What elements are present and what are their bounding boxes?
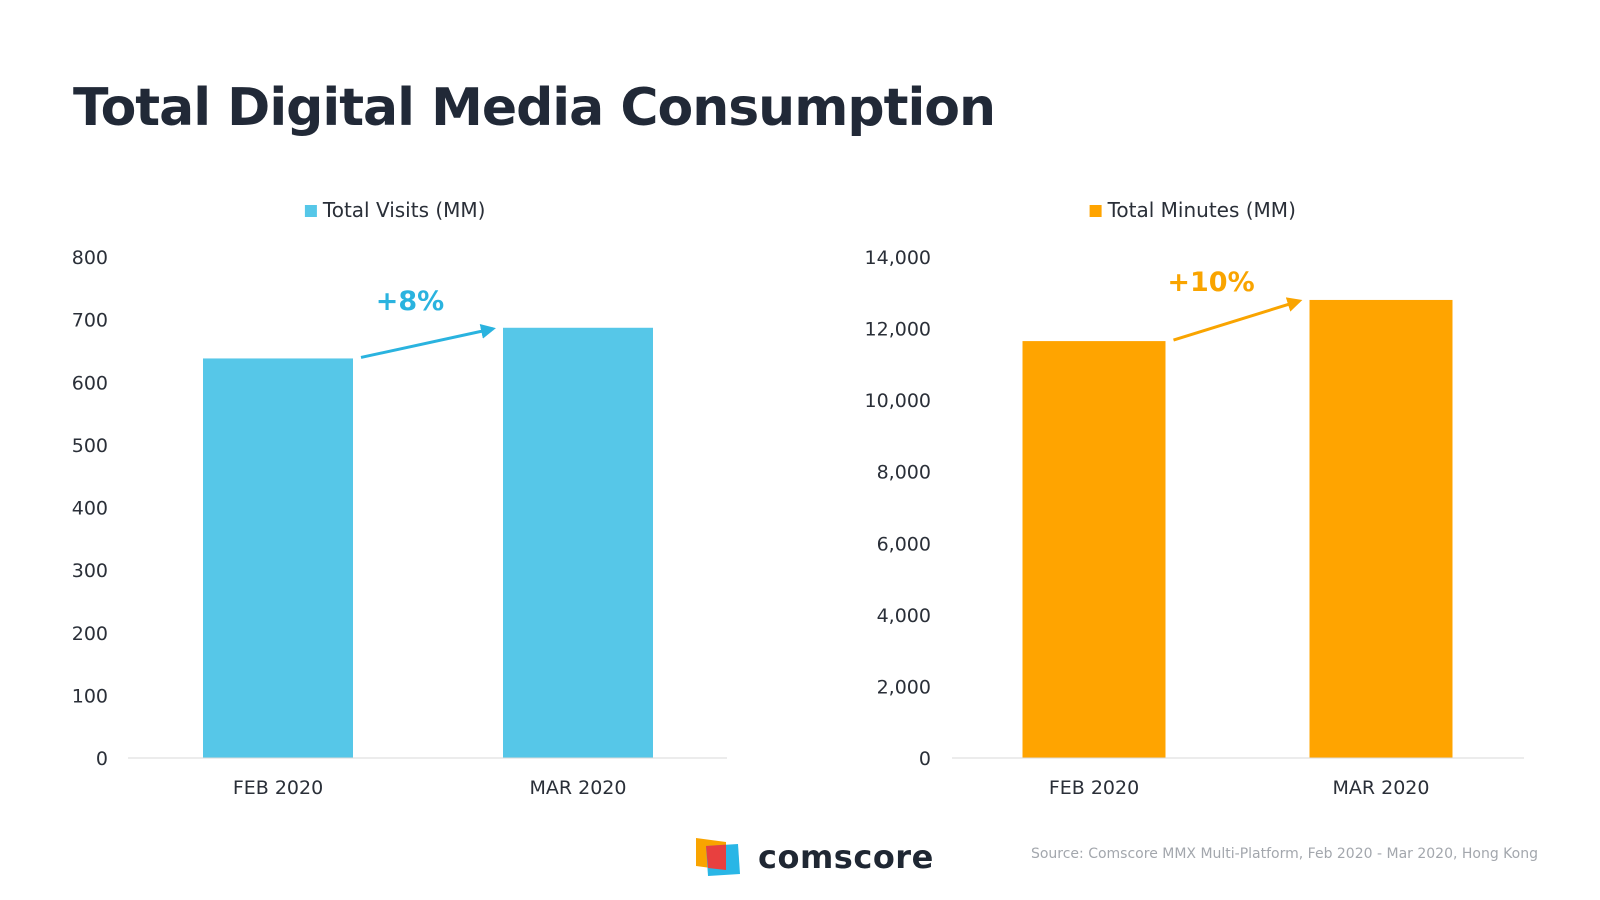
visits-y-tick-label: 100: [72, 685, 108, 707]
visits-y-tick-label: 0: [96, 748, 108, 770]
minutes-change-label: +10%: [1167, 267, 1254, 298]
visits-bar-feb-2020: [203, 358, 353, 758]
minutes-y-tick-label: 10,000: [865, 390, 931, 412]
visits-y-tick-label: 600: [72, 372, 108, 394]
minutes-legend-label: Total Minutes (MM): [1107, 198, 1296, 222]
visits-x-tick-label: MAR 2020: [530, 777, 627, 799]
minutes-growth-arrow: [1173, 297, 1303, 342]
minutes-x-tick-label: MAR 2020: [1333, 777, 1430, 799]
brand-logo: comscore: [696, 838, 934, 876]
minutes-bar-feb-2020: [1022, 341, 1166, 758]
visits-legend-swatch: [304, 205, 317, 217]
minutes-legend-swatch: [1089, 205, 1102, 217]
comscore-logo-icon: [696, 838, 740, 876]
visits-y-tick-label: 400: [72, 498, 108, 520]
minutes-y-tick-label: 6,000: [877, 533, 931, 555]
visits-y-tick-label: 200: [72, 623, 108, 645]
visits-y-tick-label: 700: [72, 310, 108, 332]
page-title: Total Digital Media Consumption: [73, 78, 996, 138]
minutes-bar-mar-2020: [1309, 299, 1453, 758]
brand-name: comscore: [758, 838, 934, 876]
minutes-y-tick-label: 2,000: [877, 676, 931, 698]
visits-y-tick-label: 800: [72, 247, 108, 269]
minutes-y-tick-label: 4,000: [877, 605, 931, 627]
visits-x-tick-label: FEB 2020: [233, 777, 323, 799]
visits-growth-arrow: [360, 323, 496, 359]
minutes-y-tick-label: 12,000: [865, 319, 931, 341]
minutes-y-tick-label: 0: [919, 748, 931, 770]
minutes-y-tick-label: 14,000: [865, 247, 931, 269]
minutes-x-tick-label: FEB 2020: [1049, 777, 1139, 799]
visits-y-tick-label: 500: [72, 435, 108, 457]
visits-y-tick-label: 300: [72, 560, 108, 582]
visits-change-label: +8%: [376, 286, 444, 317]
visits-bar-mar-2020: [503, 327, 653, 758]
minutes-y-tick-label: 8,000: [877, 462, 931, 484]
visits-legend-label: Total Visits (MM): [322, 198, 486, 222]
source-note: Source: Comscore MMX Multi-Platform, Feb…: [1030, 846, 1538, 862]
